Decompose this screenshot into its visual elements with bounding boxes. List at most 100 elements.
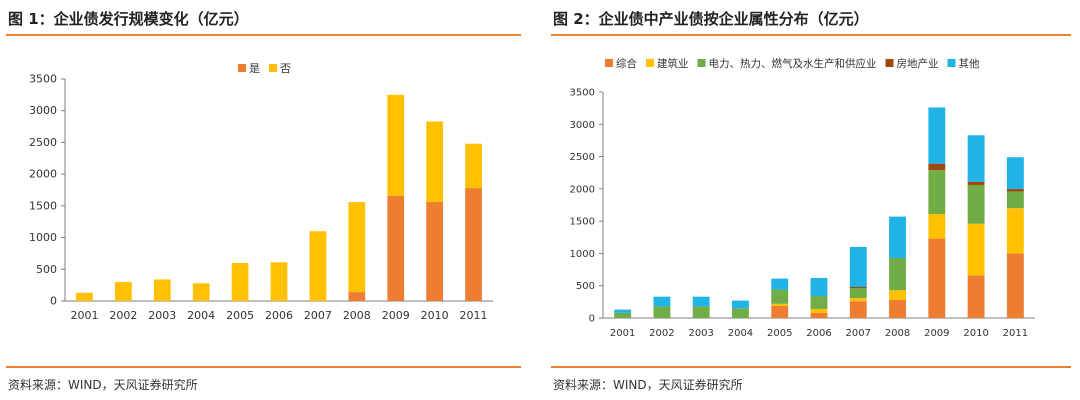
fig2-bar-2006-series-1 <box>810 308 828 313</box>
fig1-x-tick-label: 2004 <box>187 309 215 322</box>
fig1-bar-2004-series-1 <box>192 283 210 301</box>
fig2-bar-2010-series-0 <box>967 275 985 318</box>
fig2-x-tick-label: 2001 <box>610 328 635 339</box>
figure-1-top-rule <box>6 34 521 36</box>
fig2-x-tick-label: 2005 <box>767 328 792 339</box>
fig1-bar-2009-series-0 <box>387 195 405 301</box>
fig2-bar-2009-series-1 <box>928 214 946 239</box>
figure-2-bottom-rule <box>551 366 1071 368</box>
figure-1-source: 资料来源：WIND，天风证券研究所 <box>8 378 198 392</box>
fig2-bar-2007-series-2 <box>849 288 867 298</box>
fig2-y-tick-label: 500 <box>576 281 595 292</box>
fig2-bar-2010-series-3 <box>967 181 985 185</box>
fig1-bar-2002-series-1 <box>114 281 132 301</box>
fig2-bar-2009-series-0 <box>928 238 946 318</box>
fig1-bar-2007-series-1 <box>309 231 327 301</box>
fig2-y-tick-label: 1500 <box>570 217 595 228</box>
fig2-bar-2007-series-1 <box>849 297 867 302</box>
fig1-x-tick-label: 2006 <box>265 309 293 322</box>
fig1-bar-2009-series-1 <box>387 94 405 196</box>
fig2-bar-2009-series-2 <box>928 170 946 215</box>
figure-2-panel: 图 2：企业债中产业债按企业属性分布（亿元） 0 500 1000 1500 2000 2… <box>545 0 1080 400</box>
fig2-legend-label-1: 建筑业 <box>657 57 689 70</box>
fig2-bar-2011-series-0 <box>1006 253 1024 318</box>
fig2-bar-2004-series-2 <box>732 308 749 318</box>
fig2-bar-2008-series-1 <box>889 290 906 300</box>
fig1-y-tick-label: 0 <box>50 295 57 308</box>
fig2-x-tick-label: 2011 <box>1003 328 1028 339</box>
fig1-bar-2008-series-0 <box>348 292 366 301</box>
figure-1-title: 图 1：企业债发行规模变化（亿元） <box>8 10 249 28</box>
fig1-x-tick-label: 2007 <box>304 309 332 322</box>
fig2-bar-2007-series-0 <box>849 301 867 318</box>
fig1-y-tick-label: 3000 <box>29 104 57 117</box>
fig2-y-tick-label: 2000 <box>570 184 595 195</box>
fig2-x-tick-label: 2008 <box>885 328 910 339</box>
fig2-y-tick-label: 2500 <box>570 152 595 163</box>
fig2-bar-2010-series-4 <box>967 135 985 182</box>
fig1-bar-2010-series-1 <box>426 121 444 203</box>
fig1-bar-2006-series-1 <box>270 262 288 301</box>
fig1-bar-2011-series-1 <box>465 143 482 189</box>
fig2-bar-2011-series-3 <box>1006 188 1024 192</box>
fig2-x-tick-label: 2007 <box>846 328 871 339</box>
fig2-y-tick-label: 1000 <box>570 249 595 260</box>
fig2-bar-2004-series-4 <box>732 300 749 309</box>
fig2-bar-2009-series-4 <box>928 107 946 164</box>
fig2-bar-2006-series-2 <box>810 296 828 309</box>
fig2-y-tick-label: 3500 <box>570 88 595 99</box>
fig2-bar-2011-series-2 <box>1006 191 1024 209</box>
fig2-x-tick-label: 2006 <box>806 328 831 339</box>
figure-1-bottom-rule <box>6 366 521 368</box>
fig2-bar-2001-series-2 <box>614 312 632 318</box>
fig2-y-tick-label: 3000 <box>570 120 595 131</box>
fig1-y-tick-label: 2500 <box>29 136 57 149</box>
fig2-bar-2007-series-4 <box>849 246 867 288</box>
fig1-y-tick-label: 1000 <box>29 231 57 244</box>
fig1-y-tick-label: 3500 <box>29 73 57 86</box>
fig2-legend-swatch-1 <box>646 59 654 67</box>
figure-2-top-rule <box>551 34 1071 36</box>
figure-2-source: 资料来源：WIND，天风证券研究所 <box>553 378 743 392</box>
fig1-bar-2008-series-1 <box>348 202 366 293</box>
fig1-bar-2011-series-0 <box>465 188 482 301</box>
fig2-bar-2002-series-4 <box>653 296 671 307</box>
fig2-bar-2006-series-0 <box>810 312 828 318</box>
fig1-x-tick-label: 2008 <box>343 309 371 322</box>
fig2-legend-label-3: 房地产业 <box>897 57 939 70</box>
figure-2-title: 图 2：企业债中产业债按企业属性分布（亿元） <box>553 10 869 28</box>
fig1-x-tick-label: 2010 <box>421 309 449 322</box>
fig2-x-tick-label: 2010 <box>963 328 988 339</box>
fig1-y-tick-label: 1500 <box>29 199 57 212</box>
fig2-bar-2001-series-4 <box>614 309 632 313</box>
fig2-bar-2005-series-2 <box>771 289 789 304</box>
fig2-bar-2005-series-1 <box>771 303 789 306</box>
fig2-bar-2006-series-4 <box>810 277 828 297</box>
fig2-bar-2005-series-0 <box>771 305 789 318</box>
fig2-x-tick-label: 2004 <box>728 328 753 339</box>
fig1-y-tick-label: 2000 <box>29 168 57 181</box>
fig2-bar-2011-series-1 <box>1006 208 1024 254</box>
fig1-legend-swatch-1 <box>269 64 277 72</box>
fig2-bar-2008-series-0 <box>889 299 906 318</box>
fig1-x-tick-label: 2005 <box>226 309 254 322</box>
fig1-legend-swatch-0 <box>238 64 246 72</box>
fig2-legend-swatch-2 <box>697 59 706 67</box>
fig2-bar-2010-series-2 <box>967 184 985 224</box>
fig1-x-tick-label: 2009 <box>382 309 410 322</box>
fig2-legend-label-0: 综合 <box>616 57 637 70</box>
fig2-x-tick-label: 2002 <box>649 328 674 339</box>
fig1-bar-2010-series-0 <box>426 202 444 301</box>
figure-1-panel: 图 1：企业债发行规模变化（亿元） 0 500 1000 1500 2000 2500 30… <box>0 0 525 400</box>
fig2-bar-2003-series-2 <box>692 306 710 318</box>
fig2-x-tick-label: 2009 <box>924 328 949 339</box>
fig1-x-tick-label: 2002 <box>109 309 137 322</box>
fig2-bar-2008-series-4 <box>889 216 906 258</box>
fig2-bar-2011-series-4 <box>1006 157 1024 189</box>
fig1-legend-label-0: 是 <box>249 62 260 75</box>
fig2-bar-2002-series-2 <box>653 306 671 318</box>
fig2-bar-2010-series-1 <box>967 223 985 276</box>
fig2-x-tick-label: 2003 <box>688 328 713 339</box>
fig1-y-tick-label: 500 <box>36 263 57 276</box>
figure-2-chart: 0 500 1000 1500 2000 2500 3000 3500 2001 2002 2003… <box>570 57 1035 339</box>
